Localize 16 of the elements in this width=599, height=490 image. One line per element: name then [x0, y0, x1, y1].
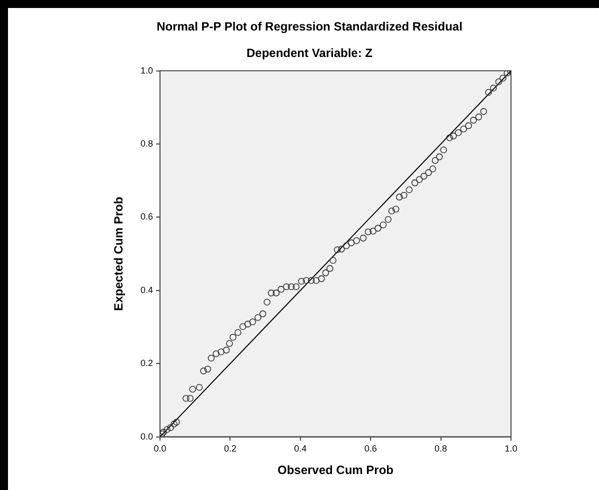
x-tick-label: 1.0 — [504, 444, 518, 454]
y-axis-title: Expected Cum Prob — [112, 196, 126, 311]
y-tick-label: 0.8 — [140, 138, 153, 148]
x-tick-label: 0.2 — [224, 444, 236, 454]
chart-title: Normal P-P Plot of Regression Standardized Residual — [156, 20, 462, 34]
y-tick-label: 0.2 — [140, 358, 153, 368]
x-tick-label: 0.4 — [294, 444, 307, 454]
x-tick-label: 0.0 — [154, 444, 166, 454]
x-axis-title: Observed Cum Prob — [277, 463, 394, 478]
y-tick-label: 0.4 — [140, 284, 153, 295]
chart-subtitle: Dependent Variable: Z — [246, 46, 373, 60]
y-tick-label: 0.0 — [140, 431, 153, 442]
y-tick-label: 1.0 — [140, 65, 153, 76]
x-tick-label: 0.6 — [364, 444, 377, 454]
x-tick-label: 0.8 — [434, 444, 448, 454]
y-tick-label: 0.6 — [140, 212, 153, 222]
